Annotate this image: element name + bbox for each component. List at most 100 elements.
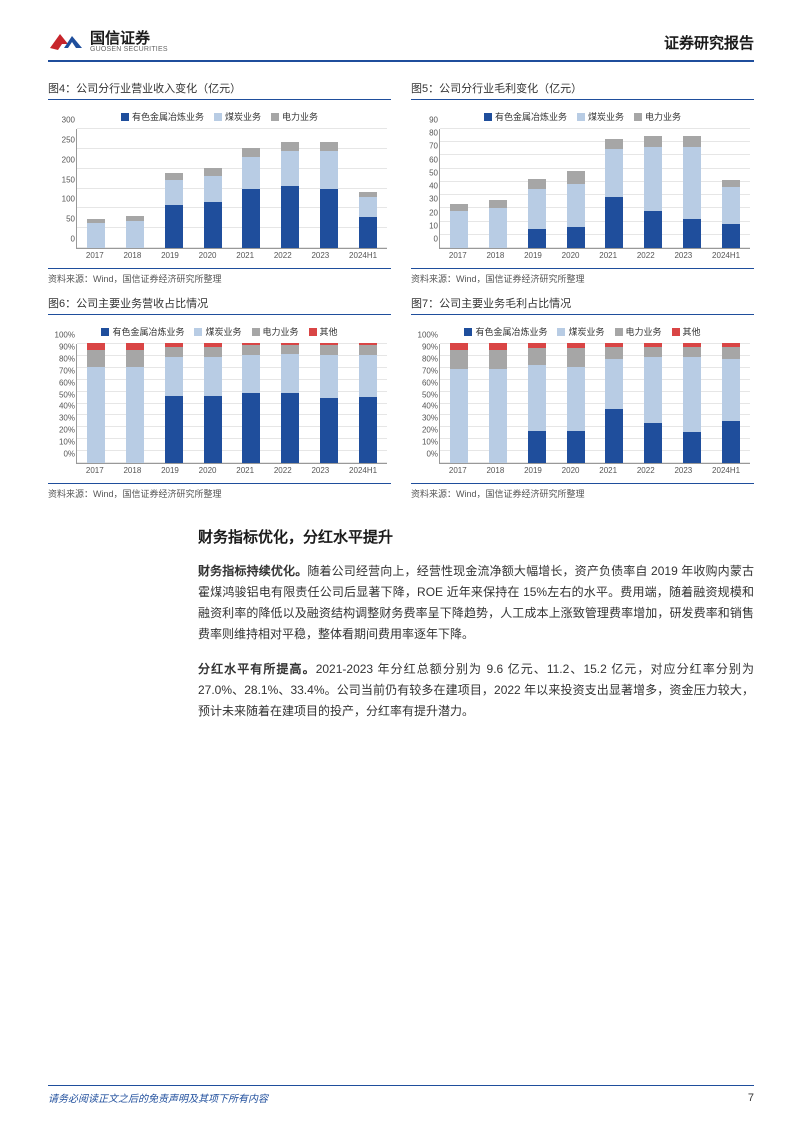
chart-source: 资料来源：Wind，国信证券经济研究所整理 [411, 483, 754, 500]
bar-segment [87, 343, 105, 350]
bar-segment [320, 151, 338, 189]
x-tick: 2018 [486, 466, 504, 475]
bar-stack [489, 343, 507, 463]
bar-segment [605, 347, 623, 359]
x-axis-labels: 20172018201920202021202220232024H1 [439, 251, 750, 260]
chart-legend: 有色金属冶炼业务煤炭业务电力业务 [415, 110, 750, 123]
y-tick: 90% [416, 342, 438, 351]
bar-segment [126, 221, 144, 248]
bar-segment [87, 367, 105, 463]
logo-name-en: GUOSEN SECURITIES [90, 46, 168, 53]
y-tick: 50 [53, 215, 75, 224]
bar-segment [87, 350, 105, 367]
bar-segment [242, 393, 260, 463]
bar-segment [204, 396, 222, 463]
bar-segment [450, 350, 468, 369]
bar-segment [204, 176, 222, 202]
bar-segment [165, 205, 183, 248]
y-tick: 50% [416, 390, 438, 399]
y-tick: 100% [416, 331, 438, 340]
page-header: 国信证券 GUOSEN SECURITIES 证券研究报告 [48, 30, 754, 62]
chart-title: 图5：公司分行业毛利变化（亿元） [411, 80, 754, 100]
y-tick: 0 [416, 235, 438, 244]
bar-stack [528, 343, 546, 463]
y-tick: 200 [53, 155, 75, 164]
bar-segment [605, 359, 623, 409]
bar-segment [204, 357, 222, 395]
bar-stack [567, 343, 585, 463]
x-tick: 2019 [524, 466, 542, 475]
x-axis-labels: 20172018201920202021202220232024H1 [439, 466, 750, 475]
bar-segment [165, 357, 183, 395]
bar-segment [126, 350, 144, 367]
chart-7: 图7：公司主要业务毛利占比情况有色金属冶炼业务煤炭业务电力业务其他0%10%20… [411, 295, 754, 500]
x-tick: 2024H1 [712, 251, 740, 260]
y-tick: 20% [416, 426, 438, 435]
para2-lead: 分红水平有所提高。 [198, 662, 316, 676]
bar-segment [683, 219, 701, 248]
bar-segment [605, 139, 623, 150]
chart-4: 图4：公司分行业营业收入变化（亿元）有色金属冶炼业务煤炭业务电力业务050100… [48, 80, 391, 285]
page-number: 7 [748, 1092, 754, 1104]
legend-item: 有色金属冶炼业务 [121, 110, 204, 123]
bar-segment [722, 421, 740, 463]
x-axis-labels: 20172018201920202021202220232024H1 [76, 251, 387, 260]
y-tick: 60% [53, 378, 75, 387]
chart-plot: 0%10%20%30%40%50%60%70%80%90%100% [76, 344, 387, 464]
bar-segment [683, 432, 701, 463]
bar-segment [489, 208, 507, 248]
bar-segment [165, 173, 183, 180]
chart-title: 图6：公司主要业务营收占比情况 [48, 295, 391, 315]
y-tick: 40% [53, 402, 75, 411]
x-tick: 2018 [123, 466, 141, 475]
legend-item: 有色金属冶炼业务 [464, 325, 547, 338]
y-tick: 70% [416, 366, 438, 375]
bar-segment [528, 431, 546, 463]
bar-stack [204, 343, 222, 463]
chart-plot: 050100150200250300 [76, 129, 387, 249]
y-tick: 70 [416, 142, 438, 151]
bar-stack [605, 343, 623, 463]
bar-segment [683, 347, 701, 358]
y-tick: 60 [416, 155, 438, 164]
y-tick: 0 [53, 235, 75, 244]
bar-segment [281, 142, 299, 151]
bar-stack [683, 343, 701, 463]
bar-segment [359, 197, 377, 217]
guosen-logo-icon [48, 30, 84, 54]
bar-stack [644, 343, 662, 463]
bar-stack [722, 343, 740, 463]
x-tick: 2024H1 [349, 251, 377, 260]
bar-segment [165, 180, 183, 205]
paragraph-2: 分红水平有所提高。2021-2023 年分红总额分别为 9.6 亿元、11.2、… [198, 659, 754, 722]
bar-segment [242, 345, 260, 355]
charts-grid: 图4：公司分行业营业收入变化（亿元）有色金属冶炼业务煤炭业务电力业务050100… [48, 80, 754, 500]
x-tick: 2024H1 [349, 466, 377, 475]
x-tick: 2018 [123, 251, 141, 260]
x-tick: 2017 [86, 466, 104, 475]
bar-segment [567, 348, 585, 367]
bar-segment [528, 365, 546, 431]
x-tick: 2023 [674, 251, 692, 260]
chart-legend: 有色金属冶炼业务煤炭业务电力业务 [52, 110, 387, 123]
y-tick: 90 [416, 116, 438, 125]
x-tick: 2020 [562, 251, 580, 260]
section-heading: 财务指标优化，分红水平提升 [198, 526, 754, 547]
bar-stack [450, 343, 468, 463]
bar-segment [489, 200, 507, 208]
y-tick: 300 [53, 116, 75, 125]
bar-segment [320, 355, 338, 398]
y-tick: 50% [53, 390, 75, 399]
x-tick: 2021 [599, 466, 617, 475]
x-tick: 2023 [311, 251, 329, 260]
legend-item: 有色金属冶炼业务 [101, 325, 184, 338]
bar-segment [644, 211, 662, 248]
bar-segment [281, 186, 299, 248]
bar-segment [204, 168, 222, 176]
bar-segment [320, 142, 338, 151]
bar-stack [605, 139, 623, 248]
bar-segment [528, 189, 546, 229]
bar-segment [281, 393, 299, 463]
y-tick: 20 [416, 208, 438, 217]
bar-segment [722, 224, 740, 248]
